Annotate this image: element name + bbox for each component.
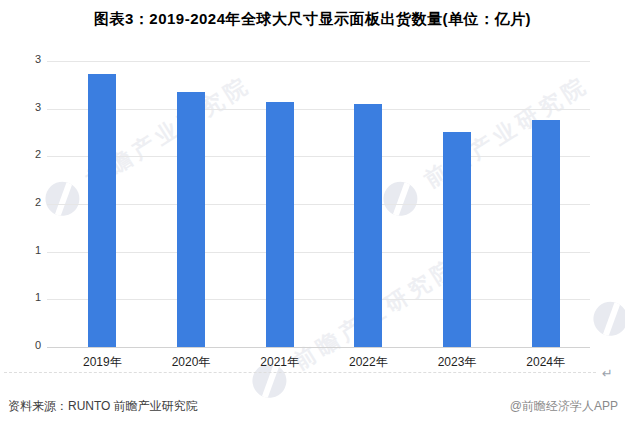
bar-slot [501, 61, 590, 347]
watermark: 前瞻产业研究院 [587, 188, 625, 342]
y-axis-tick-label: 2 [0, 148, 41, 160]
bar-slot [147, 61, 236, 347]
y-axis-tick-label: 1 [0, 291, 41, 303]
x-axis-tick-label: 2021年 [235, 354, 324, 371]
bar-2024年 [532, 120, 560, 347]
qianzhan-logo-icon [587, 295, 625, 342]
x-axis-tick-label: 2020年 [147, 354, 236, 371]
x-axis-tick-label: 2022年 [324, 354, 413, 371]
y-axis-tick-label: 3 [0, 53, 41, 65]
bar-slot [58, 61, 147, 347]
x-axis-tick-label: 2023年 [413, 354, 502, 371]
x-axis-tick-label: 2024年 [501, 354, 590, 371]
bar-2022年 [354, 104, 382, 347]
bar-2020年 [177, 92, 205, 348]
y-axis-tick-label: 0 [0, 339, 41, 351]
credit-text: @前瞻经济学人APP [510, 398, 618, 415]
bar-2019年 [88, 74, 116, 347]
y-axis-tick-label: 2 [0, 196, 41, 208]
bar-2021年 [266, 102, 294, 347]
bar-slot [235, 61, 324, 347]
bar-slot [324, 61, 413, 347]
source-text: 资料来源：RUNTO 前瞻产业研究院 [8, 398, 198, 415]
dashed-separator [4, 372, 596, 373]
x-axis-tick-label: 2019年 [58, 354, 147, 371]
x-axis-line [47, 347, 590, 348]
bar-slot [413, 61, 502, 347]
bar-series [58, 61, 590, 347]
bar-2023年 [443, 132, 471, 348]
y-axis-tick-label: 1 [0, 244, 41, 256]
x-axis: 2019年2020年2021年2022年2023年2024年 [58, 354, 590, 371]
return-mark-icon: ↵ [602, 366, 613, 381]
y-axis-tick-label: 3 [0, 101, 41, 113]
chart-title: 图表3：2019-2024年全球大尺寸显示面板出货数量(单位：亿片) [0, 10, 625, 29]
